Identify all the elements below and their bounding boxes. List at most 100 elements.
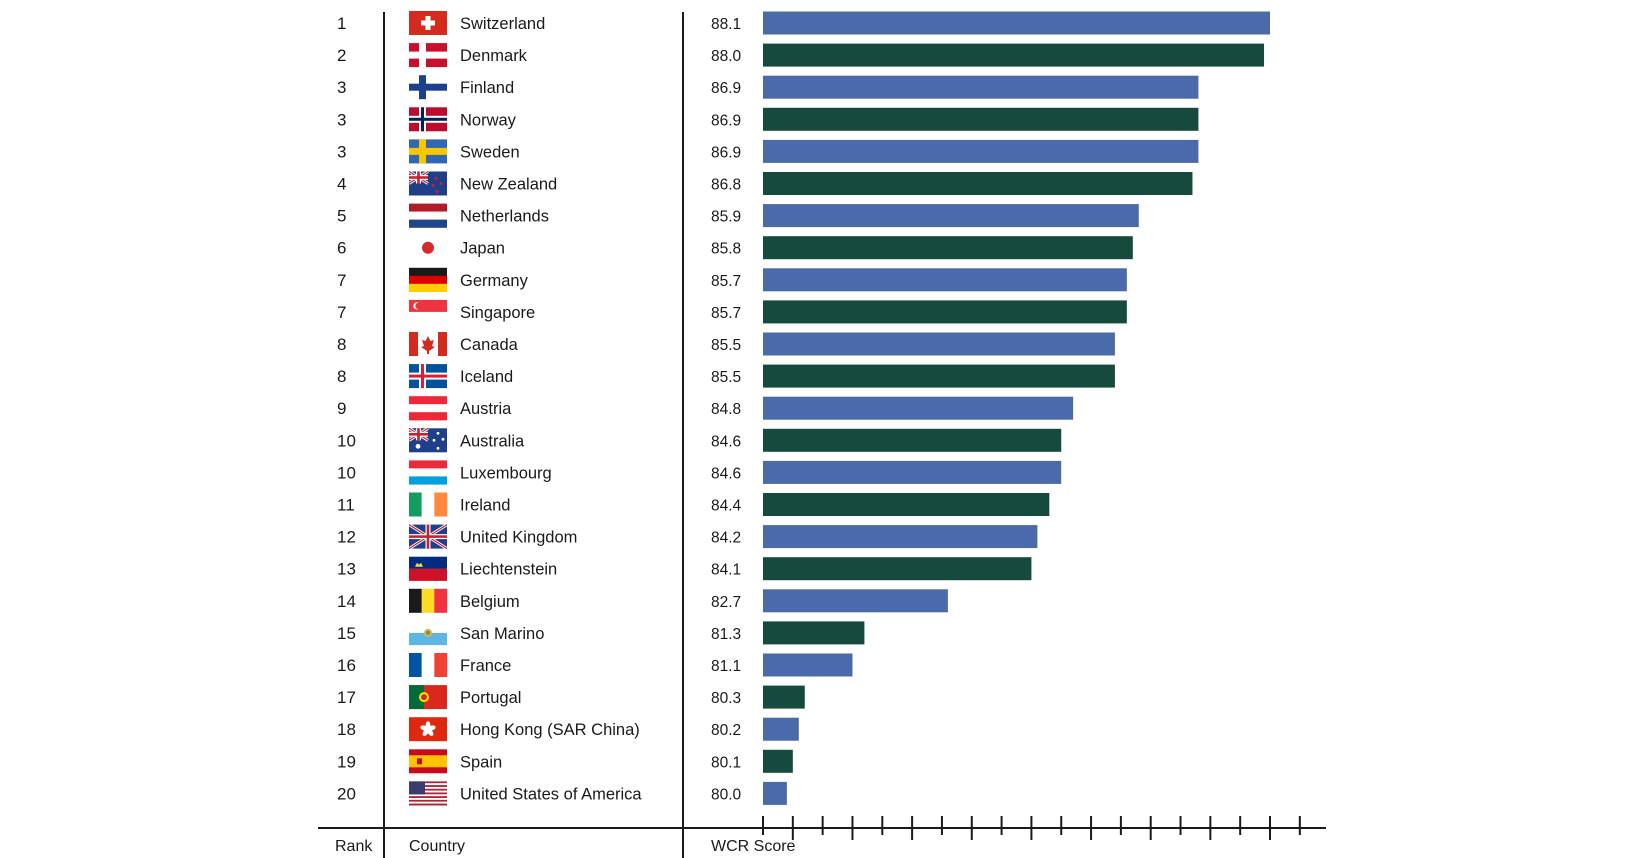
table-row: 8 Canada 85.5 [337, 332, 1115, 356]
bar [763, 300, 1127, 324]
switzerland-flag-icon [409, 11, 447, 35]
bar [763, 717, 799, 741]
table-row: 15 San Marino 81.3 [337, 620, 865, 646]
bar [763, 396, 1074, 420]
rank-label: 8 [337, 367, 346, 386]
score-label: 82.7 [711, 594, 741, 611]
rank-label: 10 [337, 463, 356, 482]
san-marino-flag-icon [409, 620, 447, 646]
table-row: 16 France 81.1 [337, 653, 853, 677]
score-label: 85.5 [711, 369, 741, 386]
sweden-flag-icon [409, 139, 447, 164]
bar [763, 107, 1199, 131]
country-label: Norway [460, 111, 517, 129]
table-row: 7 Germany 85.7 [337, 267, 1127, 292]
bar [763, 685, 805, 709]
rows-layer: 1 Switzerland 88.1 2 Denmark 88.0 3 Finland 86.9… [337, 11, 1270, 806]
country-label: Denmark [460, 47, 528, 65]
bar [763, 11, 1270, 35]
table-row: 3 Sweden 86.9 [337, 139, 1199, 164]
austria-flag-icon [409, 396, 447, 421]
bar [763, 428, 1062, 452]
denmark-flag-icon [409, 43, 447, 68]
score-label: 85.9 [711, 209, 741, 226]
score-label: 84.8 [711, 401, 741, 418]
country-label: United States of America [460, 785, 642, 803]
score-label: 86.9 [711, 80, 741, 97]
japan-flag-icon [422, 241, 434, 254]
table-row: 14 Belgium 82.7 [337, 588, 948, 613]
score-label: 84.2 [711, 530, 741, 547]
belgium-flag-icon [409, 588, 448, 613]
table-row: 5 Netherlands 85.9 [337, 203, 1139, 228]
score-label: 81.1 [711, 658, 741, 675]
score-label: 84.4 [711, 498, 742, 515]
country-label: Belgium [460, 593, 520, 611]
hong-kong-flag-icon [409, 717, 447, 742]
table-row: 17 Portugal 80.3 [337, 685, 805, 710]
new-zealand-flag-icon [408, 170, 447, 196]
table-row: 18 Hong Kong (SAR China) 80.2 [337, 717, 799, 742]
bar [763, 781, 787, 805]
rank-label: 16 [337, 656, 356, 675]
germany-flag-icon [409, 267, 447, 292]
ireland-flag-icon [409, 492, 448, 517]
norway-flag-icon [409, 107, 447, 132]
country-label: Singapore [460, 304, 535, 322]
bar [763, 268, 1127, 292]
bar [763, 653, 853, 677]
score-label: 88.1 [711, 16, 741, 33]
country-label: Australia [460, 432, 525, 450]
country-label: Canada [460, 336, 519, 354]
bar [763, 43, 1265, 67]
country-label: Austria [460, 400, 512, 418]
france-flag-icon [409, 653, 448, 677]
x-axis-ticks [762, 816, 1301, 840]
country-label: Ireland [460, 497, 510, 515]
rank-label: 2 [337, 46, 346, 65]
country-label: Finland [460, 79, 514, 97]
score-label: 85.5 [711, 337, 741, 354]
country-label: Portugal [460, 689, 521, 707]
country-label: Liechtenstein [460, 561, 557, 579]
liechtenstein-flag-icon [409, 556, 447, 581]
bar [763, 332, 1115, 356]
rank-label: 18 [337, 720, 356, 739]
rank-label: 13 [337, 560, 356, 579]
bar [763, 749, 793, 773]
table-row: 2 Denmark 88.0 [337, 43, 1265, 68]
score-label: 88.0 [711, 48, 742, 65]
table-row: 3 Norway 86.9 [337, 107, 1199, 132]
score-label: 84.6 [711, 465, 741, 482]
rank-label: 3 [337, 110, 346, 129]
luxembourg-flag-icon [409, 460, 447, 485]
canada-flag-icon [409, 332, 447, 356]
table-row: 7 Singapore 85.7 [337, 299, 1127, 325]
score-label: 84.6 [711, 433, 741, 450]
rank-label: 3 [337, 142, 346, 161]
rank-label: 11 [337, 496, 355, 515]
country-label: Sweden [460, 143, 520, 161]
rank-label: 7 [337, 303, 346, 322]
table-row: 20 United States of America 80.0 [337, 781, 787, 806]
table-row: 10 Luxembourg 84.6 [337, 460, 1062, 485]
score-label: 81.3 [711, 626, 741, 643]
bar [763, 236, 1133, 260]
bar [763, 557, 1032, 581]
rank-label: 15 [337, 624, 356, 643]
bar [763, 525, 1038, 549]
table-row: 4 New Zealand 86.8 [337, 170, 1193, 196]
country-label: Germany [460, 272, 529, 290]
country-label: United Kingdom [460, 529, 577, 547]
country-label: Japan [460, 240, 505, 258]
score-label: 86.9 [711, 112, 741, 129]
bar [763, 204, 1139, 228]
bar [763, 364, 1115, 388]
united-states-flag-icon [409, 781, 447, 806]
rank-label: 20 [337, 784, 356, 803]
country-label: Luxembourg [460, 464, 552, 482]
rank-label: 3 [337, 78, 346, 97]
rank-header: Rank [335, 838, 373, 855]
country-label: Netherlands [460, 208, 549, 226]
